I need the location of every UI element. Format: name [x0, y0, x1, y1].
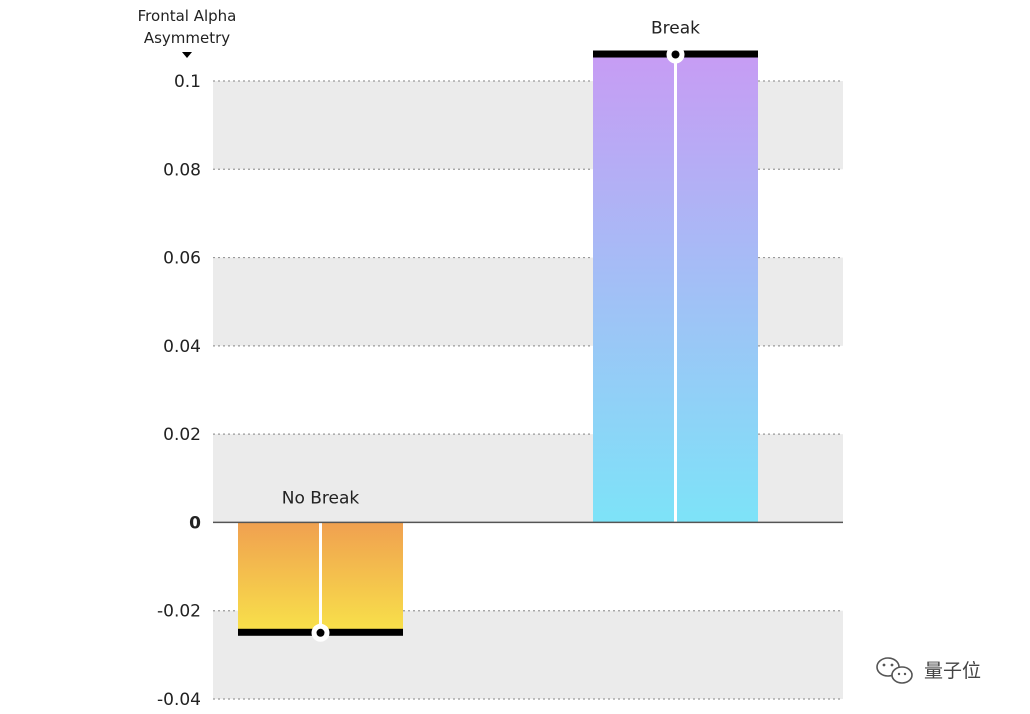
y-axis-title-line-1: Frontal Alpha — [138, 7, 237, 25]
bar-label: Break — [651, 19, 700, 39]
bar-group: No Break — [238, 488, 403, 642]
bars: No Break Break — [238, 19, 758, 642]
y-tick-label: -0.02 — [157, 602, 201, 622]
y-tick-labels: -0.04 -0.02 0 0.02 0.04 0.06 0.08 0.1 — [157, 72, 201, 710]
bar-group: Break — [593, 19, 758, 523]
y-axis-arrow-icon — [182, 52, 192, 58]
value-marker-dot — [316, 628, 325, 637]
y-tick-label: 0.04 — [163, 337, 201, 357]
y-tick-label: -0.04 — [157, 690, 201, 710]
value-marker-dot — [671, 50, 680, 59]
y-tick-label: 0.06 — [163, 249, 201, 269]
bar-label: No Break — [282, 488, 360, 508]
y-tick-label: 0.02 — [163, 425, 201, 445]
watermark: 量子位 — [876, 657, 981, 684]
y-axis-title: Frontal Alpha Asymmetry — [138, 7, 237, 58]
y-axis-title-line-2: Asymmetry — [144, 29, 230, 47]
watermark-text: 量子位 — [924, 660, 981, 682]
y-tick-label: 0 — [189, 513, 201, 533]
y-tick-label: 0.08 — [163, 160, 201, 180]
y-tick-label: 0.1 — [174, 72, 201, 92]
wechat-icon — [876, 657, 913, 684]
